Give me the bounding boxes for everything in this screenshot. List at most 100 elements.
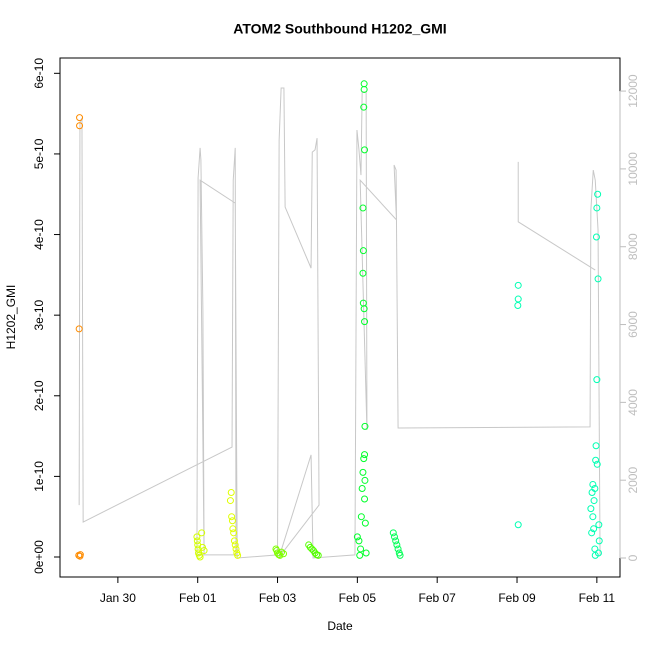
point bbox=[357, 545, 365, 553]
x-tick-label: Feb 01 bbox=[179, 591, 217, 605]
point bbox=[226, 497, 234, 505]
point bbox=[196, 553, 204, 561]
x-tick-label: Feb 03 bbox=[259, 591, 297, 605]
y-tick-label: 0e+00 bbox=[32, 540, 46, 574]
point bbox=[280, 550, 288, 558]
y2-tick-label: 10000 bbox=[626, 152, 640, 186]
point bbox=[514, 521, 522, 529]
plot-frame bbox=[59, 57, 621, 578]
point bbox=[593, 460, 601, 468]
point bbox=[359, 269, 367, 277]
point bbox=[514, 301, 522, 309]
point bbox=[590, 497, 598, 505]
point bbox=[360, 85, 368, 93]
point bbox=[360, 455, 368, 463]
point bbox=[396, 551, 404, 559]
point bbox=[356, 551, 364, 559]
point bbox=[361, 318, 369, 326]
point bbox=[234, 551, 242, 559]
point bbox=[595, 537, 603, 545]
x-tick-label: Feb 07 bbox=[419, 591, 457, 605]
point bbox=[308, 545, 316, 553]
point bbox=[76, 551, 84, 559]
point bbox=[595, 521, 603, 529]
point bbox=[587, 505, 595, 513]
point bbox=[593, 376, 601, 384]
point bbox=[359, 468, 367, 476]
point bbox=[232, 545, 240, 553]
point bbox=[359, 247, 367, 255]
point bbox=[392, 537, 400, 545]
point bbox=[594, 275, 602, 283]
point bbox=[357, 513, 365, 521]
point bbox=[394, 545, 402, 553]
y2-tick-label: 0 bbox=[626, 554, 640, 561]
point bbox=[231, 541, 239, 549]
y2-tick-label: 4000 bbox=[626, 389, 640, 416]
point bbox=[314, 551, 322, 559]
point bbox=[229, 525, 237, 533]
point bbox=[390, 533, 398, 541]
point bbox=[591, 551, 599, 559]
point bbox=[361, 495, 369, 503]
y2-tick-label: 8000 bbox=[626, 233, 640, 260]
point bbox=[278, 548, 286, 556]
x-tick-label: Feb 11 bbox=[579, 591, 616, 605]
point bbox=[230, 537, 238, 545]
point bbox=[592, 442, 600, 450]
y-axis-label: H1202_GMI bbox=[4, 285, 18, 350]
point bbox=[593, 204, 601, 212]
point bbox=[358, 484, 366, 492]
point bbox=[393, 541, 401, 549]
point bbox=[361, 422, 369, 430]
point bbox=[592, 456, 600, 464]
y2-tick-label: 2000 bbox=[626, 467, 640, 494]
point bbox=[355, 537, 363, 545]
x-tick-label: Feb 09 bbox=[498, 591, 536, 605]
chart-title: ATOM2 Southbound H1202_GMI bbox=[233, 21, 446, 37]
x-tick-label: Jan 30 bbox=[100, 591, 136, 605]
point bbox=[200, 547, 208, 555]
point bbox=[76, 114, 84, 122]
point bbox=[360, 80, 368, 88]
point bbox=[198, 543, 206, 551]
point bbox=[594, 190, 602, 198]
point bbox=[588, 529, 596, 537]
point bbox=[360, 305, 368, 313]
y-tick-label: 5e-10 bbox=[32, 138, 46, 169]
point bbox=[361, 146, 369, 154]
point bbox=[361, 476, 369, 484]
point bbox=[76, 122, 84, 130]
point bbox=[361, 451, 369, 459]
point bbox=[193, 537, 201, 545]
point bbox=[198, 529, 206, 537]
point bbox=[362, 549, 370, 557]
point bbox=[360, 103, 368, 111]
point bbox=[588, 489, 596, 497]
y2-tick-label: 12000 bbox=[626, 74, 640, 108]
y-tick-label: 4e-10 bbox=[32, 219, 46, 250]
point bbox=[75, 325, 83, 333]
point bbox=[359, 204, 367, 212]
point bbox=[227, 489, 235, 497]
point bbox=[230, 529, 238, 537]
y-tick-label: 6e-10 bbox=[32, 58, 46, 89]
y-tick-label: 1e-10 bbox=[32, 461, 46, 492]
y-tick-label: 3e-10 bbox=[32, 299, 46, 330]
point bbox=[353, 533, 361, 541]
point bbox=[591, 545, 599, 553]
point bbox=[389, 529, 397, 537]
point bbox=[592, 233, 600, 241]
point bbox=[276, 551, 284, 559]
x-axis-label: Date bbox=[327, 619, 353, 633]
y2-tick-label: 6000 bbox=[626, 311, 640, 338]
point bbox=[361, 519, 369, 527]
point bbox=[589, 480, 597, 488]
altitude-line bbox=[78, 87, 601, 559]
x-tick-label: Feb 05 bbox=[339, 591, 377, 605]
point bbox=[228, 513, 236, 521]
point bbox=[228, 517, 236, 525]
point bbox=[514, 281, 522, 289]
point bbox=[193, 533, 201, 541]
